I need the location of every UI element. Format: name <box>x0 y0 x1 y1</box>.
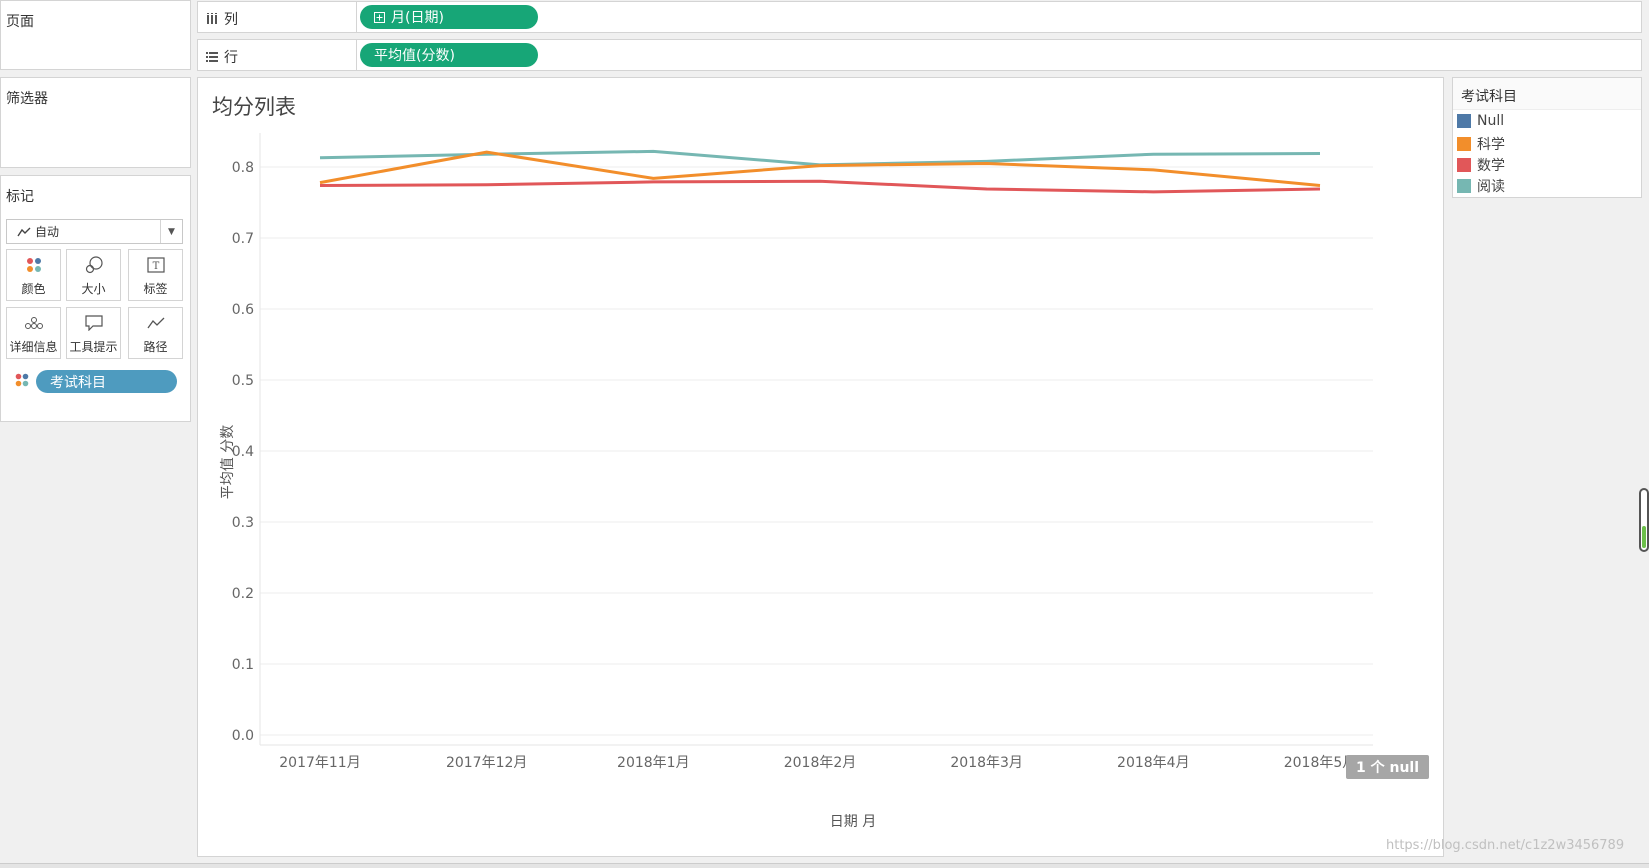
shelf-divider <box>356 40 357 70</box>
series-lines <box>319 149 1321 194</box>
x-tick-label: 2018年1月 <box>617 755 690 771</box>
tooltip-button[interactable]: 工具提示 <box>66 307 121 359</box>
null-indicator-badge[interactable]: 1 个 null <box>1346 755 1430 779</box>
x-tick-label: 2018年5月 <box>1284 755 1357 771</box>
legend-label: 阅读 <box>1477 179 1505 195</box>
x-tick-labels: 2017年11月 2017年12月 2018年1月 2018年2月 2018年3月 201… <box>279 755 1356 771</box>
filters-panel: 筛选器 <box>0 77 191 168</box>
legend-label: 科学 <box>1477 137 1505 153</box>
rows-shelf-label-wrap: 行 <box>206 47 238 67</box>
rows-field-pill[interactable]: 平均值(分数) <box>360 43 538 67</box>
color-label: 颜色 <box>21 282 46 296</box>
legend-swatch <box>1457 179 1471 193</box>
rows-shelf-label: 行 <box>224 50 238 66</box>
expand-icon <box>374 11 385 23</box>
path-button[interactable]: 路径 <box>128 307 183 359</box>
mark-type-dropdown[interactable]: 自动 ▼ <box>6 219 183 244</box>
legend-swatch <box>1457 158 1471 172</box>
detail-button[interactable]: 详细信息 <box>6 307 61 359</box>
legend-title: 考试科目 <box>1461 89 1517 105</box>
color-field-pill[interactable]: 考试科目 <box>36 370 177 393</box>
legend-item-null[interactable]: Null <box>1457 113 1504 129</box>
x-tick-label: 2018年3月 <box>950 755 1023 771</box>
x-tick-label: 2018年4月 <box>1117 755 1190 771</box>
size-button[interactable]: 大小 <box>66 249 121 301</box>
detail-icon <box>24 308 44 338</box>
pages-title: 页面 <box>6 14 34 30</box>
y-tick-labels: 0.0 0.1 0.2 0.3 0.4 0.5 0.6 0.7 0.8 <box>232 160 254 744</box>
series-line-阅读[interactable] <box>319 149 1321 167</box>
color-button[interactable]: 颜色 <box>6 249 61 301</box>
color-icon <box>26 250 42 280</box>
rows-shelf[interactable]: 行 平均值(分数) <box>197 39 1642 71</box>
legend-item-science[interactable]: 科学 <box>1457 134 1505 154</box>
legend-panel: 考试科目 Null 科学 数学 阅读 <box>1452 77 1642 198</box>
chart-title: 均分列表 <box>212 95 296 119</box>
y-tick-label: 0.1 <box>232 657 254 673</box>
y-tick-label: 0.5 <box>232 373 254 389</box>
path-label: 路径 <box>143 340 168 354</box>
scroll-indicator[interactable] <box>1639 488 1649 552</box>
x-tick-label: 2018年2月 <box>784 755 857 771</box>
y-tick-label: 0.8 <box>232 160 254 176</box>
y-tick-label: 0.6 <box>232 302 254 318</box>
legend-swatch <box>1457 114 1471 128</box>
y-tick-label: 0.7 <box>232 231 254 247</box>
series-line-数学[interactable] <box>319 179 1321 194</box>
mark-type-label: 自动 <box>35 225 60 239</box>
tooltip-icon <box>84 308 103 338</box>
columns-field-pill[interactable]: 月(日期) <box>360 5 538 29</box>
columns-icon <box>207 13 217 24</box>
y-tick-label: 0.3 <box>232 515 254 531</box>
tooltip-label: 工具提示 <box>69 340 118 354</box>
marks-title: 标记 <box>6 189 34 205</box>
legend-item-math[interactable]: 数学 <box>1457 155 1505 175</box>
columns-shelf-label-wrap: 列 <box>206 9 238 29</box>
label-label: 标签 <box>143 282 168 296</box>
chart-panel: 均分列表 0.0 0.1 0.2 0.3 0.4 0.5 0.6 0.7 0.8 2017年11… <box>197 77 1444 857</box>
y-axis-label: 平均值 分数 <box>220 425 236 499</box>
marks-panel: 标记 自动 ▼ 颜色 大小 T 标签 详细信息 工具提示 <box>0 175 191 422</box>
line-mark-icon <box>17 227 31 236</box>
label-button[interactable]: T 标签 <box>128 249 183 301</box>
legend-label: 数学 <box>1477 158 1505 174</box>
y-tick-label: 0.2 <box>232 586 254 602</box>
legend-item-reading[interactable]: 阅读 <box>1457 176 1505 196</box>
watermark: https://blog.csdn.net/c1z2w3456789 <box>1386 838 1625 853</box>
svg-text:T: T <box>152 261 159 272</box>
chevron-down-icon[interactable]: ▼ <box>160 220 182 243</box>
x-axis-label: 日期 月 <box>830 814 876 830</box>
legend-swatch <box>1457 137 1471 151</box>
columns-field-label: 月(日期) <box>391 10 444 26</box>
color-mark-icon <box>15 372 29 391</box>
x-tick-label: 2017年12月 <box>446 755 527 771</box>
pages-panel: 页面 <box>0 0 191 70</box>
bottom-status-bar <box>0 863 1649 868</box>
label-icon: T <box>146 250 165 280</box>
legend-label: Null <box>1477 113 1505 129</box>
series-line-科学[interactable] <box>319 150 1321 187</box>
grid-lines <box>259 133 1373 746</box>
x-tick-label: 2017年11月 <box>279 755 360 771</box>
rows-field-label: 平均值(分数) <box>374 48 455 64</box>
scroll-indicator-fill <box>1642 526 1646 548</box>
line-chart[interactable]: 均分列表 0.0 0.1 0.2 0.3 0.4 0.5 0.6 0.7 0.8 2017年11… <box>198 78 1443 856</box>
size-icon <box>85 250 103 280</box>
shelf-divider <box>356 2 357 32</box>
rows-icon <box>206 52 218 62</box>
columns-shelf-label: 列 <box>224 12 238 28</box>
y-tick-label: 0.0 <box>232 728 254 744</box>
path-icon <box>146 308 165 338</box>
filters-title: 筛选器 <box>6 91 48 107</box>
color-field-label: 考试科目 <box>50 374 106 391</box>
size-label: 大小 <box>81 282 106 296</box>
detail-label: 详细信息 <box>9 340 58 354</box>
y-tick-label: 0.4 <box>232 444 254 460</box>
columns-shelf[interactable]: 列 月(日期) <box>197 1 1642 33</box>
legend-header <box>1453 78 1641 110</box>
